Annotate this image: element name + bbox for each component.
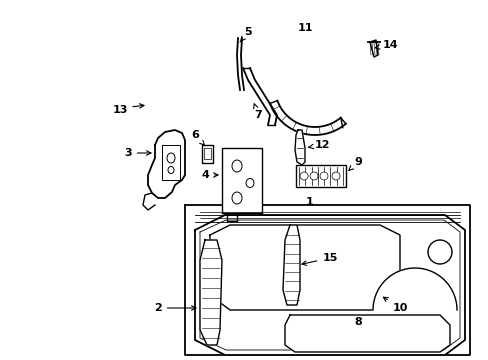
Ellipse shape bbox=[231, 160, 242, 172]
Bar bbox=[295, 165, 346, 187]
Text: 12: 12 bbox=[308, 140, 329, 150]
Polygon shape bbox=[148, 130, 184, 198]
Polygon shape bbox=[184, 205, 469, 355]
Ellipse shape bbox=[245, 179, 253, 188]
Polygon shape bbox=[283, 225, 299, 305]
Ellipse shape bbox=[168, 166, 174, 174]
Text: 3: 3 bbox=[124, 148, 151, 158]
Text: 8: 8 bbox=[353, 317, 361, 327]
Circle shape bbox=[299, 172, 307, 180]
Text: 2: 2 bbox=[154, 303, 196, 313]
Circle shape bbox=[309, 172, 317, 180]
Bar bbox=[222, 148, 262, 213]
Text: 14: 14 bbox=[374, 40, 397, 50]
Polygon shape bbox=[200, 240, 222, 345]
Text: 9: 9 bbox=[348, 157, 361, 170]
Text: 10: 10 bbox=[383, 297, 407, 313]
Text: 11: 11 bbox=[297, 23, 312, 33]
Bar bbox=[202, 145, 213, 163]
Circle shape bbox=[427, 240, 451, 264]
Text: 1: 1 bbox=[305, 197, 313, 207]
Polygon shape bbox=[269, 101, 345, 135]
Bar bbox=[203, 148, 210, 159]
Text: 5: 5 bbox=[240, 27, 251, 42]
Text: 6: 6 bbox=[191, 130, 204, 145]
Polygon shape bbox=[195, 215, 464, 355]
Polygon shape bbox=[209, 225, 399, 310]
Circle shape bbox=[319, 172, 327, 180]
Polygon shape bbox=[369, 40, 377, 57]
Circle shape bbox=[331, 172, 339, 180]
Ellipse shape bbox=[231, 192, 242, 204]
Ellipse shape bbox=[167, 153, 175, 163]
Text: 15: 15 bbox=[301, 253, 337, 265]
Text: 7: 7 bbox=[253, 104, 262, 120]
Polygon shape bbox=[285, 315, 449, 352]
Polygon shape bbox=[372, 268, 456, 310]
Text: 4: 4 bbox=[201, 170, 218, 180]
Text: 13: 13 bbox=[112, 105, 127, 115]
Polygon shape bbox=[243, 68, 276, 125]
Polygon shape bbox=[294, 130, 305, 165]
